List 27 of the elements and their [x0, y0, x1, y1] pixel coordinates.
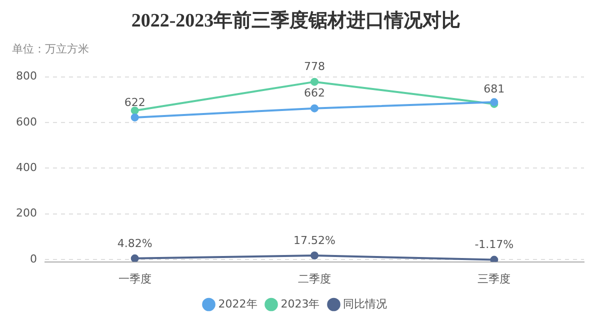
x-tick-label: 二季度 — [298, 272, 331, 286]
data-label: 17.52% — [294, 234, 336, 247]
y-axis-title: 单位：万立方米 — [12, 42, 89, 56]
x-tick-label: 三季度 — [478, 272, 511, 286]
x-tick-label: 一季度 — [118, 272, 152, 286]
data-label: -1.17% — [474, 238, 514, 252]
point — [130, 113, 139, 122]
chart-title: 2022-2023年前三季度锯材进口情况对比 — [131, 9, 461, 32]
point — [310, 252, 318, 260]
y-tick-label: 800 — [16, 70, 37, 83]
data-label: 778 — [304, 60, 325, 74]
y-tick-label: 400 — [16, 161, 37, 174]
point — [490, 256, 498, 262]
point — [310, 78, 318, 86]
data-label: 681 — [484, 82, 505, 96]
point — [130, 106, 139, 115]
data-label: 622 — [124, 96, 146, 109]
legend-label: 2023年 — [280, 297, 320, 310]
point — [130, 254, 139, 262]
data-label: 4.82% — [117, 236, 152, 250]
legend-label: 同比情况 — [343, 297, 388, 310]
legend-label: 2022年 — [218, 297, 258, 310]
y-tick-label: 600 — [16, 115, 37, 128]
point — [310, 104, 318, 112]
y-tick-label: 200 — [16, 206, 37, 220]
data-label: 662 — [304, 86, 325, 100]
y-tick-label: 0 — [30, 252, 37, 266]
